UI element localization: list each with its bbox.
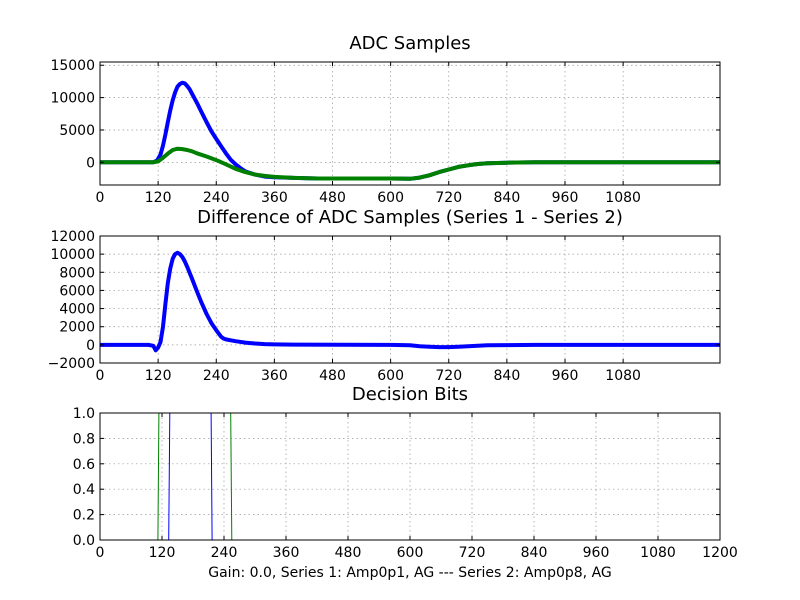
x-tick-label: 240 (203, 368, 230, 384)
y-tick-label: 2000 (59, 320, 95, 336)
x-tick-label: 960 (583, 545, 610, 561)
x-tick-label: 840 (494, 368, 521, 384)
y-tick-label: 6000 (59, 283, 95, 299)
x-tick-label: 1080 (605, 190, 641, 206)
y-tick-label: 8000 (59, 265, 95, 281)
y-tick-label: 0 (86, 338, 95, 354)
x-tick-label: 120 (149, 545, 176, 561)
x-tick-label: 1080 (605, 368, 641, 384)
y-tick-label: 0.2 (73, 508, 95, 524)
y-tick-label: −2000 (48, 356, 95, 372)
y-tick-label: 12000 (50, 229, 95, 245)
x-tick-label: 720 (435, 368, 462, 384)
x-tick-label: 0 (96, 545, 105, 561)
series-line-2 (100, 146, 720, 181)
x-tick-label: 600 (377, 368, 404, 384)
y-tick-label: 15000 (50, 58, 95, 74)
panels: 0 120 240 360 480 600 720 840 960 1080 0 5000 10000 1… (48, 33, 738, 561)
axes-frame (99, 61, 721, 186)
x-tick-label: 360 (273, 545, 300, 561)
x-tick-label: 360 (261, 190, 288, 206)
y-tick-label: 0.0 (73, 533, 95, 549)
x-tick-label: 600 (397, 545, 424, 561)
chart-title: Difference of ADC Samples (Series 1 - Se… (197, 207, 623, 228)
y-tick-label: 4000 (59, 302, 95, 318)
x-tick-label: 1080 (640, 545, 676, 561)
y-tick-label: 10000 (50, 91, 95, 107)
y-tick-label: 0.4 (73, 482, 95, 498)
x-tick-label: 240 (211, 545, 238, 561)
chart-panel-3: 0 120 240 360 480 600 720 840 960 1080 1200 0.0 0.2 0… (73, 384, 738, 561)
x-tick-label: 720 (435, 190, 462, 206)
x-tick-label: 600 (377, 190, 404, 206)
y-tick-label: 0 (86, 155, 95, 171)
x-tick-label: 120 (145, 190, 172, 206)
x-tick-label: 480 (319, 190, 346, 206)
chart-panel-1: 0 120 240 360 480 600 720 840 960 1080 0 5000 10000 1… (50, 33, 721, 206)
x-tick-label: 1200 (702, 545, 738, 561)
x-tick-label: 960 (552, 190, 579, 206)
x-tick-label: 720 (459, 545, 486, 561)
x-tick-label: 960 (552, 368, 579, 384)
x-tick-label: 360 (261, 368, 288, 384)
chart-panel-2: 0 120 240 360 480 600 720 840 960 1080−2000020004… (48, 207, 721, 384)
y-tick-label: 10000 (50, 247, 95, 263)
x-tick-label: 0 (96, 190, 105, 206)
series-line-1 (100, 250, 720, 353)
y-tick-label: 1.0 (73, 406, 95, 422)
figure-xlabel: Gain: 0.0, Series 1: Amp0p1, AG --- Seri… (208, 565, 612, 581)
y-tick-label: 0.8 (73, 431, 95, 447)
y-tick-label: 0.6 (73, 457, 95, 473)
chart-title: ADC Samples (349, 33, 470, 54)
x-tick-label: 840 (521, 545, 548, 561)
x-tick-label: 840 (494, 190, 521, 206)
y-tick-label: 5000 (59, 123, 95, 139)
chart-title: Decision Bits (352, 384, 468, 405)
axes-frame (99, 235, 721, 364)
x-tick-label: 480 (335, 545, 362, 561)
x-tick-label: 480 (319, 368, 346, 384)
x-tick-label: 120 (145, 368, 172, 384)
x-tick-label: 240 (203, 190, 230, 206)
x-tick-label: 0 (96, 368, 105, 384)
